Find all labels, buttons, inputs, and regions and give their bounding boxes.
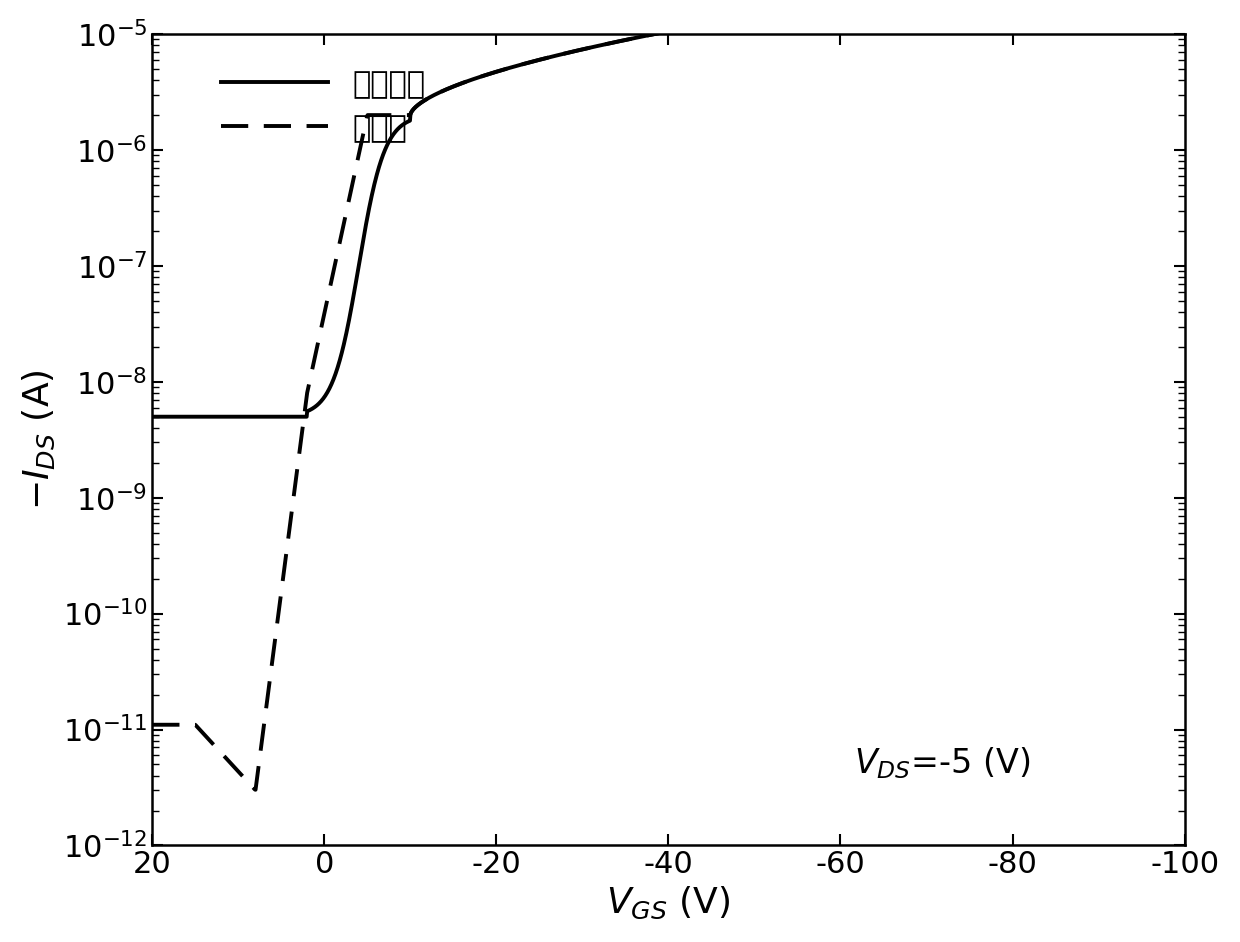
本发明 <box>197 730 212 741</box>
X-axis label: $V_{GS}$ (V): $V_{GS}$ (V) <box>606 885 730 921</box>
现有技术 <box>145 411 160 422</box>
Legend: 现有技术, 本发明: 现有技术, 本发明 <box>208 57 438 155</box>
Line: 本发明: 本发明 <box>153 0 1184 789</box>
本发明 <box>620 34 635 45</box>
本发明 <box>248 784 263 795</box>
Y-axis label: $-I_{DS}$ (A): $-I_{DS}$ (A) <box>21 369 57 511</box>
本发明 <box>145 719 160 730</box>
Text: $V_{DS}$=-5 (V): $V_{DS}$=-5 (V) <box>854 745 1030 781</box>
现有技术 <box>620 34 635 45</box>
现有技术 <box>647 28 662 40</box>
本发明 <box>647 28 662 40</box>
现有技术 <box>197 411 212 422</box>
Line: 现有技术: 现有技术 <box>153 0 1184 416</box>
